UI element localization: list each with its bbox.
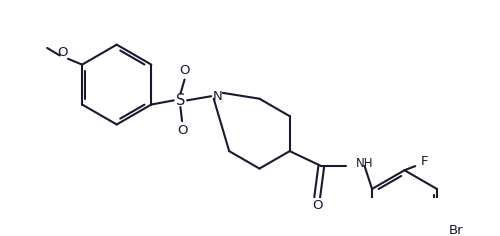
Text: O: O xyxy=(312,199,322,212)
Text: NH: NH xyxy=(356,157,374,170)
Text: N: N xyxy=(213,90,222,103)
Text: O: O xyxy=(57,46,68,59)
Text: O: O xyxy=(180,64,190,77)
Text: F: F xyxy=(421,156,428,169)
Text: O: O xyxy=(177,124,188,137)
Text: S: S xyxy=(176,93,185,108)
Text: Br: Br xyxy=(448,224,463,236)
